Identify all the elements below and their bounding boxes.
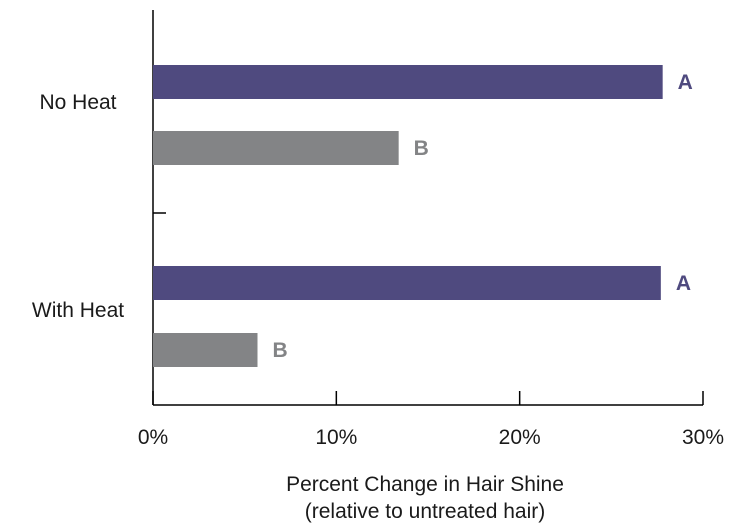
bars — [153, 65, 663, 367]
category-label: No Heat — [39, 91, 116, 114]
bar-label: B — [273, 339, 288, 362]
bar-label: A — [676, 272, 691, 295]
x-axis-title-line: (relative to untreated hair) — [305, 500, 545, 523]
bar-a — [153, 266, 661, 300]
x-tick-label: 0% — [138, 426, 168, 449]
x-tick-label: 10% — [315, 426, 357, 449]
x-tick-label: 20% — [499, 426, 541, 449]
bar-label: B — [414, 137, 429, 160]
bar-a — [153, 65, 663, 99]
x-axis-title-line: Percent Change in Hair Shine — [286, 473, 564, 496]
labels: 0% 10% 20% 30% No Heat With Heat A A B B Percent C… — [32, 71, 724, 523]
bar-b — [153, 333, 258, 367]
bar-b — [153, 131, 399, 165]
bar-label: A — [678, 71, 693, 94]
x-tick-label: 30% — [682, 426, 724, 449]
category-label: With Heat — [32, 299, 124, 322]
